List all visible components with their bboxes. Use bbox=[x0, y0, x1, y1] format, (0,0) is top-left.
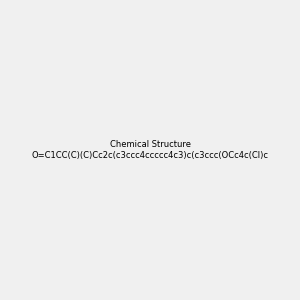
Text: Chemical Structure
O=C1CC(C)(C)Cc2c(c3ccc4ccccc4c3)c(c3ccc(OCc4c(Cl)c: Chemical Structure O=C1CC(C)(C)Cc2c(c3cc… bbox=[32, 140, 268, 160]
